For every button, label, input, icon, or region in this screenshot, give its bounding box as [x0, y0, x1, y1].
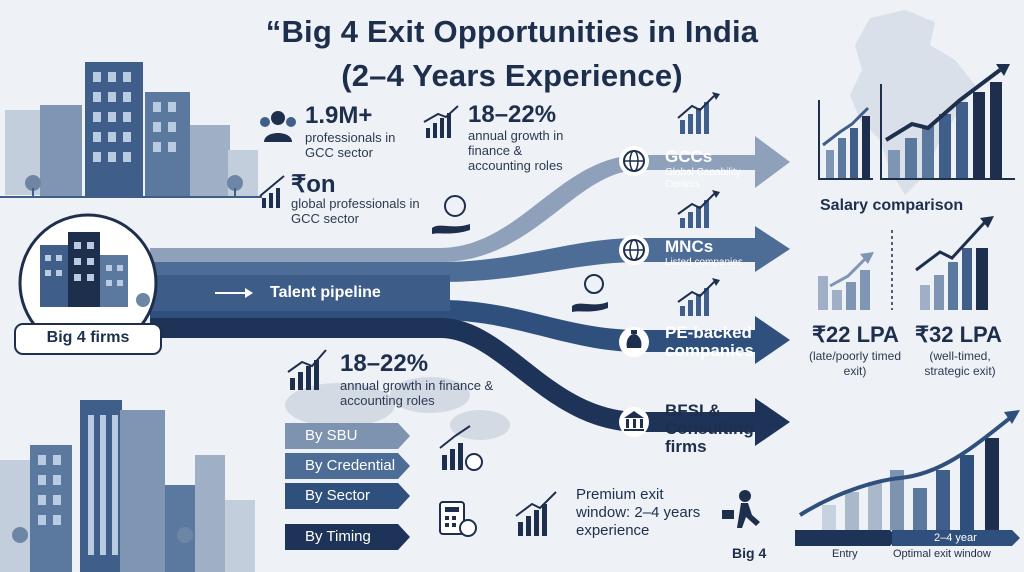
destination-mncs-title: MNCs — [665, 237, 714, 256]
destination-mncs-subtitle: Listed companies — [665, 257, 743, 268]
city-skyline-top — [0, 62, 262, 198]
destination-pe-title: PE-backed companies — [665, 323, 754, 360]
globe-icon — [619, 235, 649, 265]
salary-late-value: ₹22 LPA — [812, 322, 899, 347]
page-subtitle: (2–4 Years Experience) — [341, 58, 683, 93]
bank-icon — [619, 407, 649, 437]
exit-timeline — [722, 410, 1020, 546]
growth-chart-icon — [423, 105, 459, 138]
stat-growth-top-value: 18–22% — [468, 101, 557, 128]
professionals-icon — [260, 111, 296, 142]
stat-growth-mid-value: 18–22% — [340, 350, 429, 377]
filter-by-sbu: By SBU — [305, 427, 358, 444]
filter-by-timing: By Timing — [305, 528, 371, 545]
stat-gcc-professionals-text: professionals in GCC sector — [305, 130, 396, 160]
stat-growth-mid-text: annual growth in finance & accounting ro… — [340, 378, 494, 408]
big4-firms-label: Big 4 firms — [46, 329, 130, 346]
salary-trend-chart-small — [818, 100, 873, 180]
growth-chart-icon — [287, 349, 327, 390]
destination-gccs-subtitle: Global Capability Centers — [665, 167, 741, 190]
timeline-optimal-label: Optimal exit window — [893, 548, 991, 560]
growth-chart-icon — [515, 491, 557, 536]
timeline-range-label: 2–4 year — [934, 532, 977, 544]
growth-chart-icon — [677, 278, 720, 316]
hand-coin-icon — [572, 274, 608, 312]
globe-icon — [619, 146, 649, 176]
filter-by-credential: By Credential — [305, 457, 396, 474]
stat-global-professionals-value: ₹on — [291, 171, 336, 198]
growth-chart-coin-icon — [439, 425, 483, 471]
timeline-entry-label: Entry — [832, 548, 858, 560]
salary-well-note: (well-timed, strategic exit) — [924, 349, 996, 378]
filter-pills-shapes — [285, 423, 410, 550]
salary-chart-well — [915, 216, 994, 310]
timeline-big4-label: Big 4 — [732, 545, 767, 561]
stat-growth-top-text: annual growth in finance & accounting ro… — [468, 128, 564, 173]
world-map-dots — [285, 377, 510, 440]
money-bag-icon — [619, 327, 649, 357]
big4-firms-badge — [14, 213, 162, 355]
growth-chart-icon — [259, 175, 285, 208]
growth-chart-icon — [677, 190, 720, 228]
salary-well-value: ₹32 LPA — [915, 322, 1002, 347]
filter-by-sector: By Sector — [305, 487, 371, 504]
hand-coin-icon — [432, 195, 470, 234]
salary-chart-late — [818, 230, 893, 310]
talent-pipeline-label: Talent pipeline — [270, 284, 381, 301]
salary-trend-chart-large — [880, 64, 1015, 180]
destination-bfsi-title: BFSI & Consulting firms — [665, 401, 754, 456]
city-skyline-bottom — [0, 400, 255, 572]
salary-late-note: (late/poorly timed exit) — [808, 349, 902, 378]
calculator-coin-icon — [439, 501, 477, 537]
india-map-silhouette — [850, 10, 975, 195]
destination-gccs-title: GCCs — [665, 147, 713, 166]
premium-exit-window-text: Premium exit window: 2–4 years experienc… — [576, 486, 701, 539]
growth-chart-icon — [677, 92, 720, 134]
stat-global-professionals-text: global professionals in GCC sector — [291, 196, 420, 226]
pipeline-main-band — [150, 275, 450, 311]
page-title: “Big 4 Exit Opportunities in India — [265, 14, 759, 49]
salary-comparison-heading: Salary comparison — [820, 197, 964, 214]
stat-gcc-professionals-value: 1.9M+ — [305, 102, 373, 129]
